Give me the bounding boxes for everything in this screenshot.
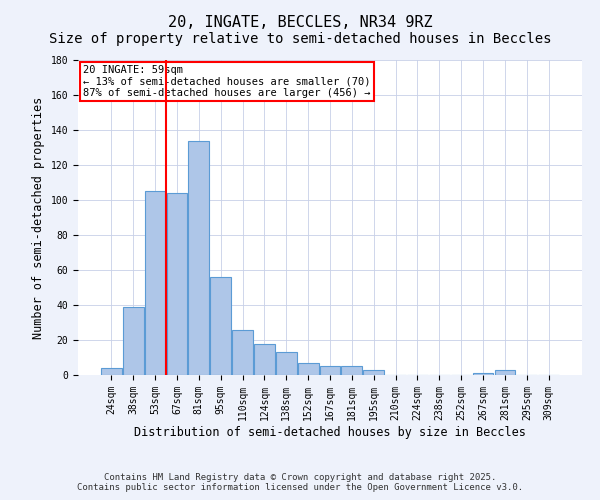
Text: Contains HM Land Registry data © Crown copyright and database right 2025.
Contai: Contains HM Land Registry data © Crown c… xyxy=(77,473,523,492)
Bar xyxy=(364,370,384,375)
Bar xyxy=(188,140,209,375)
Bar xyxy=(254,344,275,375)
Bar xyxy=(145,191,166,375)
Y-axis label: Number of semi-detached properties: Number of semi-detached properties xyxy=(32,96,45,338)
Bar xyxy=(123,306,143,375)
X-axis label: Distribution of semi-detached houses by size in Beccles: Distribution of semi-detached houses by … xyxy=(134,426,526,438)
Text: 20, INGATE, BECCLES, NR34 9RZ: 20, INGATE, BECCLES, NR34 9RZ xyxy=(167,15,433,30)
Bar xyxy=(494,370,515,375)
Bar xyxy=(320,366,340,375)
Bar xyxy=(276,352,296,375)
Bar xyxy=(232,330,253,375)
Bar xyxy=(473,373,493,375)
Bar xyxy=(167,193,187,375)
Bar xyxy=(298,363,319,375)
Text: 20 INGATE: 59sqm
← 13% of semi-detached houses are smaller (70)
87% of semi-deta: 20 INGATE: 59sqm ← 13% of semi-detached … xyxy=(83,64,371,98)
Text: Size of property relative to semi-detached houses in Beccles: Size of property relative to semi-detach… xyxy=(49,32,551,46)
Bar xyxy=(210,277,231,375)
Bar xyxy=(341,366,362,375)
Bar xyxy=(101,368,122,375)
